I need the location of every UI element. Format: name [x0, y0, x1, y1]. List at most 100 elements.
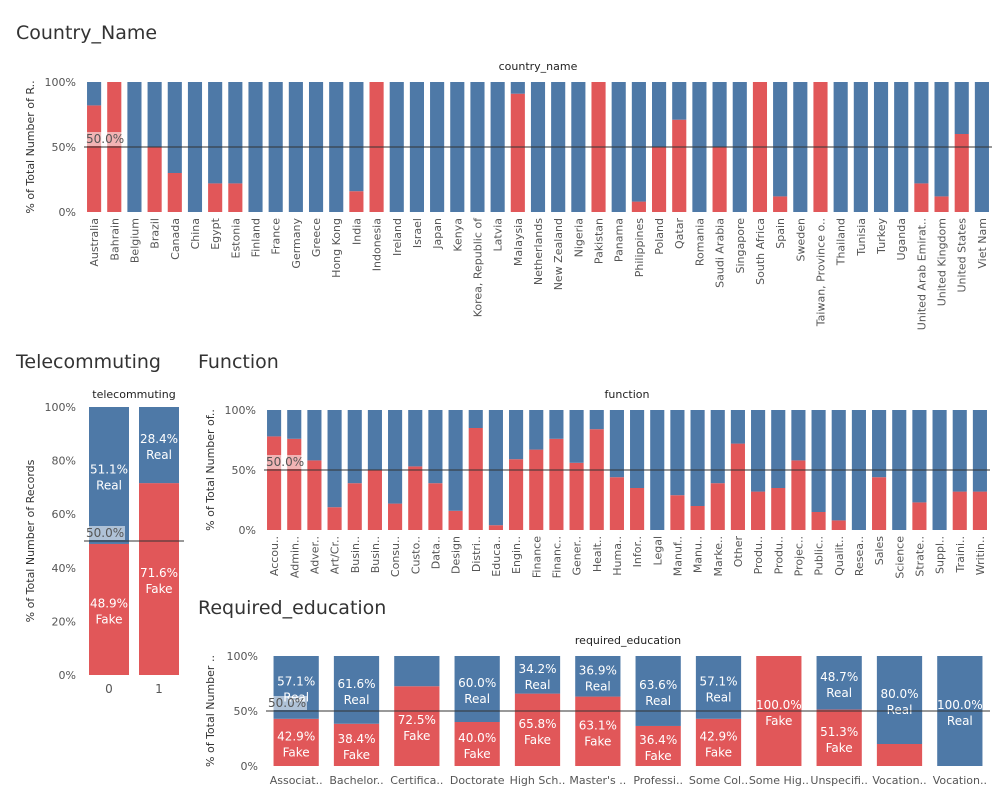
country-category-label: Tunisia [855, 218, 868, 257]
country-category-label: Malaysia [512, 218, 525, 266]
country-bar-real [87, 82, 102, 106]
education-real-value-label: 100.0% [937, 698, 983, 712]
telecommuting-reference-label-bg [84, 526, 125, 540]
function-bar-fake [488, 525, 503, 530]
function-bar-fake [267, 436, 282, 530]
function-bar-fake [388, 503, 403, 530]
function-category-label: Healt.. [591, 536, 604, 572]
country-category-label: France [270, 218, 283, 255]
function-category-label: Produ.. [752, 536, 765, 574]
telecommuting-reference-label: 50.0% [86, 526, 124, 540]
function-category-label: Data.. [429, 536, 442, 569]
education-real-value-label: 63.6% [639, 678, 677, 692]
country-category-label: United Kingdom [936, 218, 949, 306]
function-bar-fake [408, 466, 423, 530]
country-category-label: Nigeria [572, 218, 585, 257]
country-y-tick-label: 50% [52, 141, 76, 154]
function-category-label: Writin.. [974, 536, 987, 575]
country-category-label: Netherlands [532, 218, 545, 285]
function-bar-fake [630, 488, 645, 530]
education-real-series-label: Real [525, 678, 551, 692]
country-category-label: Panama [613, 218, 626, 262]
function-bar-fake [791, 460, 806, 530]
education-real-value-label: 34.2% [518, 662, 556, 676]
function-bar-fake [831, 520, 846, 530]
function-bar-real [509, 410, 524, 460]
function-bar-real [529, 410, 544, 450]
function-category-label: Projec.. [792, 536, 805, 576]
country-category-label: Taiwan, Province o.. [814, 218, 827, 327]
country-category-label: Turkey [875, 218, 888, 255]
function-bar-fake [549, 438, 564, 530]
country-bar-fake [147, 147, 162, 212]
education-y-tick-label: 50% [234, 705, 258, 718]
telecommuting-real-value-label: 28.4% [140, 432, 178, 446]
telecommuting-y-axis-label: % of Total Number of Records [24, 459, 37, 622]
function-bar-real [609, 410, 624, 478]
education-real-series-label: Real [645, 694, 671, 708]
function-bar-fake [428, 483, 443, 530]
function-bar-real [408, 410, 423, 467]
country-bar-real [631, 82, 646, 202]
function-bar-fake [529, 449, 544, 530]
education-fake-series-label: Fake [765, 714, 792, 728]
function-category-label: Adver.. [308, 536, 321, 574]
telecommuting-real-series-label: Real [96, 478, 122, 492]
function-reference-label-bg [264, 455, 305, 469]
education-bar-fake [695, 718, 742, 766]
telecommuting-y-tick-label: 0% [59, 669, 76, 682]
function-bar-real [267, 410, 282, 437]
function-category-label: Other [732, 536, 745, 568]
education-bar-fake [454, 722, 500, 766]
country-category-label: New Zealand [552, 218, 565, 290]
education-fake-value-label: 65.8% [518, 717, 556, 731]
country-reference-label: 50.0% [86, 132, 124, 146]
function-bar-real [569, 410, 584, 463]
country-category-label: Egypt [209, 217, 222, 249]
education-fake-value-label: 72.5% [398, 713, 436, 727]
education-fake-value-label: 38.4% [337, 732, 375, 746]
education-real-series-label: Real [464, 692, 490, 706]
function-bar-real [488, 410, 503, 526]
function-bar-fake [569, 462, 584, 530]
function-bar-fake [468, 428, 483, 530]
country-bar-fake [167, 173, 182, 212]
education-real-value-label: 80.0% [880, 687, 918, 701]
telecommuting-bar-real [89, 407, 129, 544]
education-y-tick-label: 100% [227, 650, 258, 663]
country-category-label: Japan [431, 218, 444, 250]
function-category-label: Huma.. [611, 536, 624, 576]
country-bar-real [510, 82, 525, 94]
telecommuting-bar-real [139, 407, 179, 484]
education-bar-fake [333, 723, 380, 766]
country-bar-fake [712, 147, 727, 212]
function-category-label: Qualit.. [833, 536, 846, 576]
function-category-label: Consu.. [389, 536, 402, 577]
education-fake-value-label: 42.9% [277, 729, 315, 743]
country-bar-real [167, 82, 182, 173]
education-fake-series-label: Fake [584, 734, 611, 748]
country-bar-real [672, 82, 687, 120]
country-category-label: Germany [290, 218, 303, 269]
country-category-label: China [189, 218, 202, 249]
education-real-series-label: Real [887, 703, 913, 717]
function-category-label: Produ.. [772, 536, 785, 574]
function-category-label: Resea.. [853, 536, 866, 576]
function-category-label: Gener.. [571, 536, 584, 576]
country-bar-real [228, 82, 243, 184]
function-bar-fake [307, 460, 322, 530]
function-bar-fake [811, 512, 826, 530]
telecommuting-real-value-label: 51.1% [90, 462, 128, 476]
country-bar-real [934, 82, 949, 197]
country-category-label: Australia [88, 218, 101, 267]
function-bar-real [367, 410, 382, 470]
country-category-label: Canada [169, 218, 182, 260]
country-category-label: Saudi Arabia [714, 218, 727, 288]
education-category-label: Master's .. [569, 774, 626, 787]
country-category-label: Singapore [734, 218, 747, 274]
education-bar-real [333, 656, 380, 724]
function-bar-real [549, 410, 564, 439]
function-bar-fake [912, 502, 927, 530]
function-y-axis-label: % of Total Number of.. [204, 409, 217, 531]
education-real-series-label: Real [344, 693, 370, 707]
